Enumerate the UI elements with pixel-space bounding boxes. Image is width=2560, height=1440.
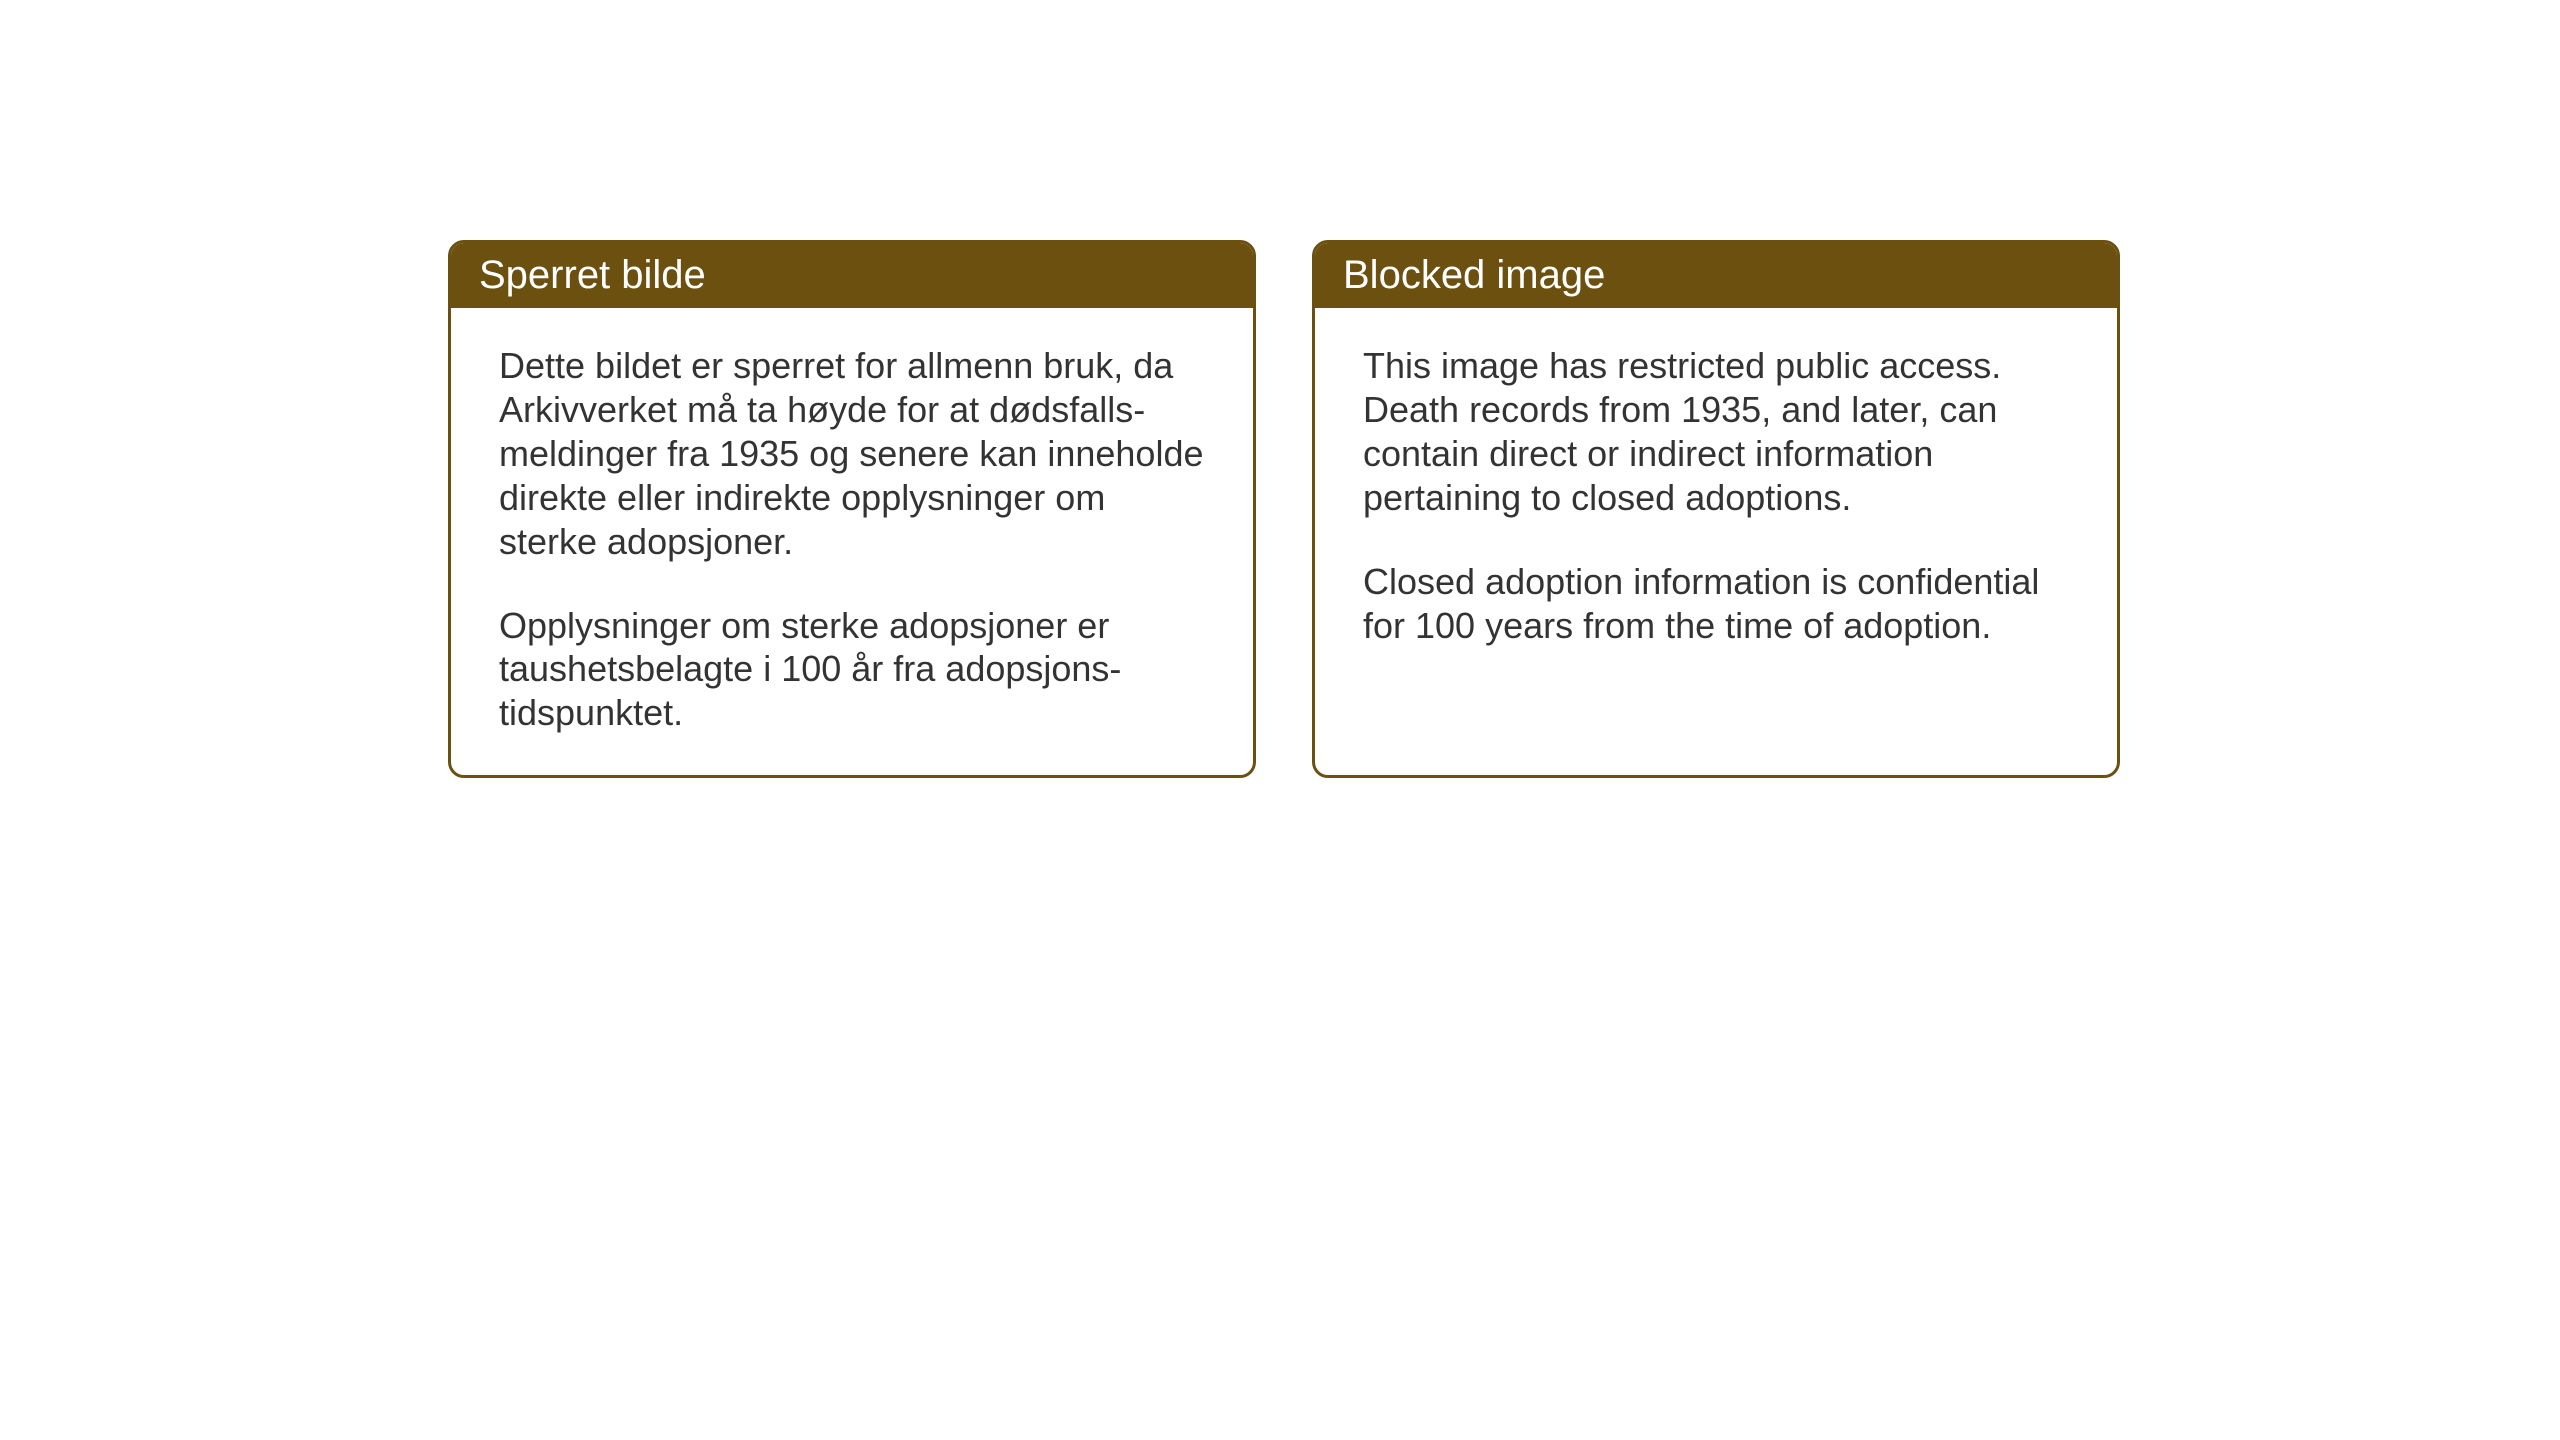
notice-card-english: Blocked image This image has restricted … xyxy=(1312,240,2120,778)
notice-body-norwegian: Dette bildet er sperret for allmenn bruk… xyxy=(451,308,1253,775)
notice-body-english: This image has restricted public access.… xyxy=(1315,308,2117,756)
notice-paragraph-2-norwegian: Opplysninger om sterke adopsjoner er tau… xyxy=(499,604,1205,736)
notice-header-english: Blocked image xyxy=(1315,243,2117,308)
notice-container: Sperret bilde Dette bildet er sperret fo… xyxy=(0,0,2560,778)
notice-header-norwegian: Sperret bilde xyxy=(451,243,1253,308)
notice-paragraph-1-english: This image has restricted public access.… xyxy=(1363,344,2069,520)
notice-card-norwegian: Sperret bilde Dette bildet er sperret fo… xyxy=(448,240,1256,778)
notice-title-norwegian: Sperret bilde xyxy=(479,253,706,297)
notice-paragraph-1-norwegian: Dette bildet er sperret for allmenn bruk… xyxy=(499,344,1205,564)
notice-paragraph-2-english: Closed adoption information is confident… xyxy=(1363,560,2069,648)
notice-title-english: Blocked image xyxy=(1343,253,1605,297)
